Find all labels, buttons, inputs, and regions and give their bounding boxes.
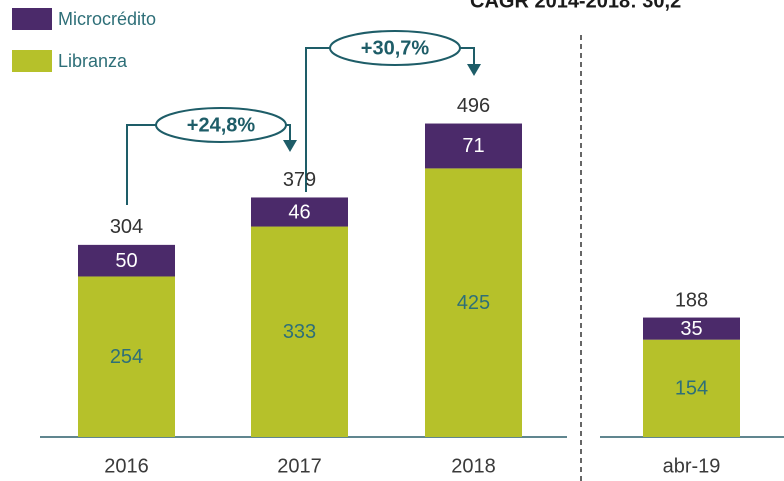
annotation: +30,7% (361, 37, 430, 59)
annotation-bubble (329, 30, 461, 66)
value-label: 35 (680, 318, 702, 340)
value-label: 50 (115, 250, 137, 272)
bar-segment (251, 226, 348, 437)
arrowhead (283, 140, 297, 152)
bar-segment (643, 317, 740, 340)
x-tick-label: 2018 (451, 455, 496, 477)
x-tick-label: 2017 (277, 455, 322, 477)
annotation-bubble (155, 107, 287, 143)
bar-segment (251, 197, 348, 227)
x-tick-label: abr-19 (663, 455, 721, 477)
legend-label: Libranza (58, 51, 128, 71)
legend-swatch (12, 50, 52, 72)
total-label: 304 (110, 216, 143, 238)
bar-segment (425, 123, 522, 169)
legend-label: Microcrédito (58, 9, 156, 29)
value-label: 333 (283, 321, 316, 343)
x-tick-label: 2016 (104, 455, 149, 477)
annotation: +24,8% (187, 114, 256, 136)
bar-segment (78, 244, 175, 277)
value-label: 254 (110, 346, 143, 368)
legend-swatch (12, 8, 52, 30)
bar-segment (78, 276, 175, 437)
value-label: 46 (288, 201, 310, 223)
total-label: 379 (283, 169, 316, 191)
value-label: 71 (462, 135, 484, 157)
value-label: 425 (457, 292, 490, 314)
total-label: 496 (457, 95, 490, 117)
value-label: 154 (675, 378, 708, 400)
arrowhead (467, 64, 481, 76)
total-label: 188 (675, 289, 708, 311)
bar-segment (425, 168, 522, 437)
bar-segment (643, 339, 740, 437)
chart-title: CAGR 2014-2018: 30,2 (470, 0, 681, 12)
